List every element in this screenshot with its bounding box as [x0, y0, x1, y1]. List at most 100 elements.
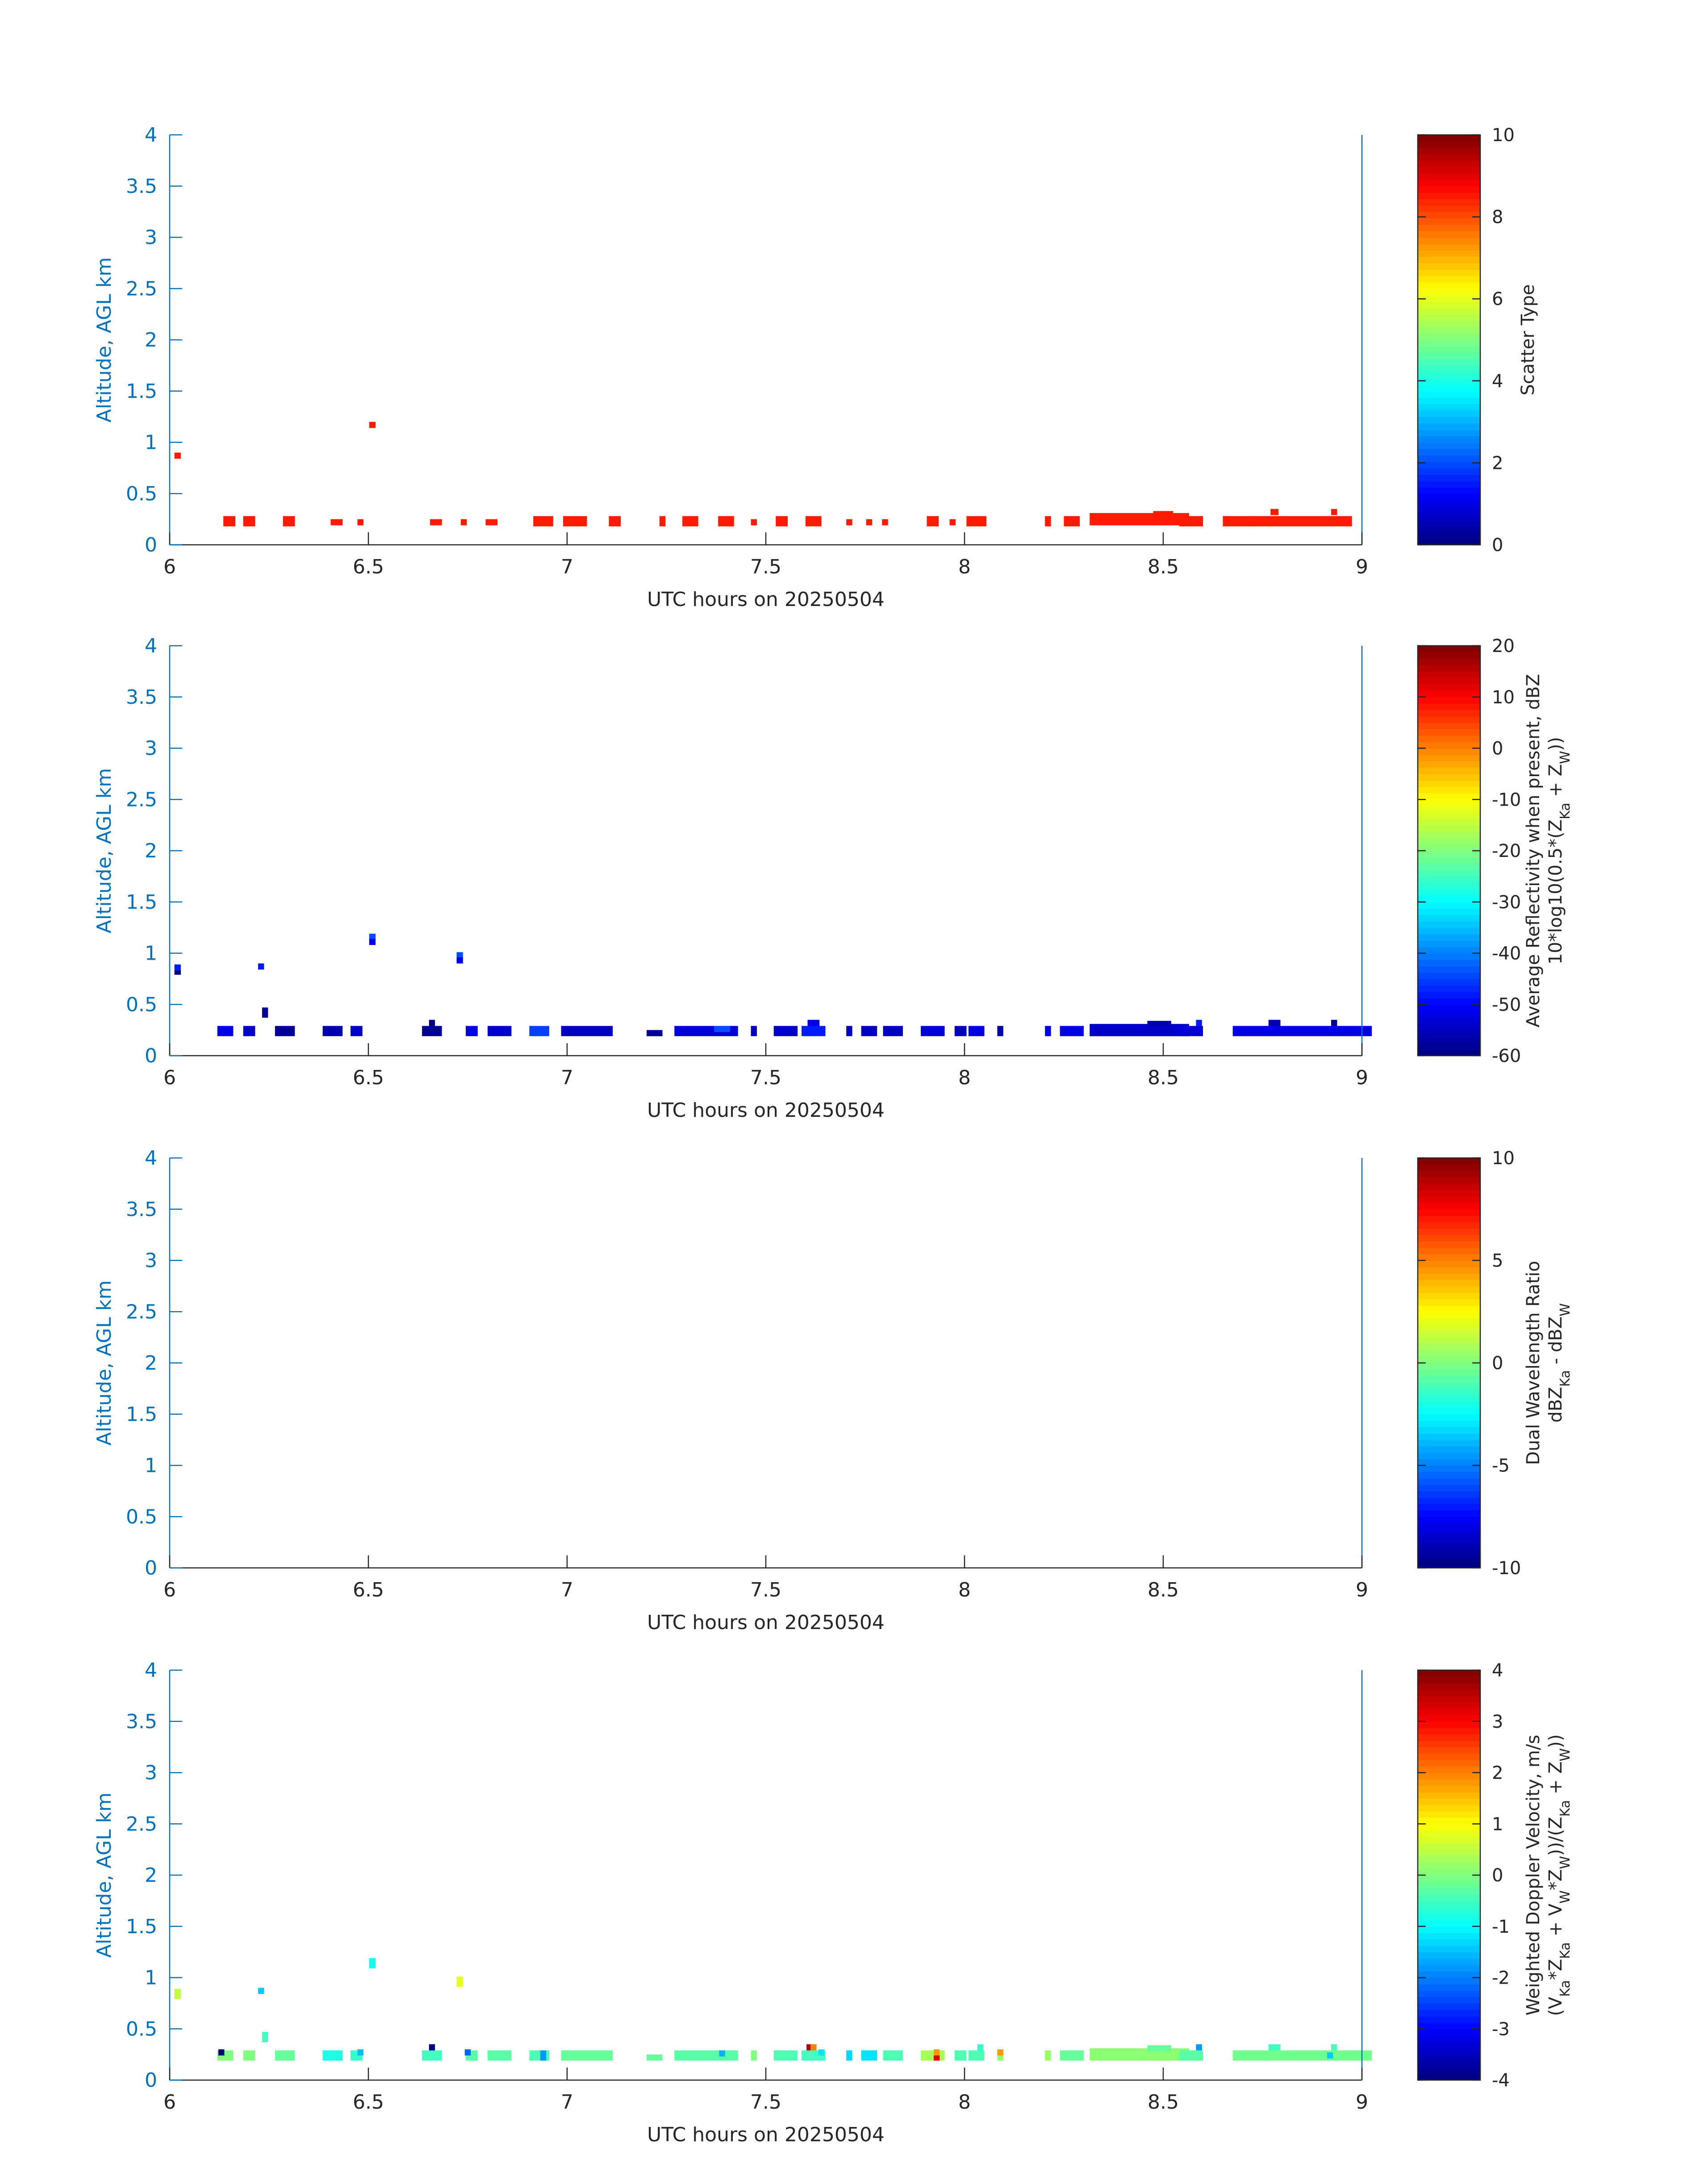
x-tick-label: 8.5	[1148, 1066, 1179, 1089]
x-tick-label: 6	[163, 556, 176, 578]
colorbar-swatch	[1418, 966, 1480, 973]
x-tick-label: 6	[163, 1579, 176, 1601]
y-tick-label: 3.5	[126, 175, 157, 198]
data-cells	[174, 933, 1372, 1036]
x-tick-label: 6.5	[353, 1579, 384, 1601]
colorbar-swatch	[1418, 1670, 1480, 1677]
colorbar-swatch	[1418, 212, 1480, 219]
data-cell	[1045, 1026, 1051, 1036]
colorbar-swatch	[1418, 1331, 1480, 1338]
data-cell	[776, 516, 788, 526]
colorbar-title: Weighted Doppler Velocity, m/s	[1523, 1735, 1544, 2016]
y-tick-label: 2	[145, 1864, 157, 1887]
colorbar-swatch	[1418, 1209, 1480, 1216]
colorbar-tick-label: -60	[1492, 1046, 1521, 1066]
data-cell	[218, 2049, 225, 2056]
colorbar-swatch	[1418, 838, 1480, 845]
colorbar-swatch	[1418, 1452, 1480, 1459]
y-tick-label: 2	[145, 1352, 157, 1375]
colorbar-swatch	[1418, 1702, 1480, 1709]
colorbar-swatch	[1418, 160, 1480, 167]
colorbar-swatch	[1418, 716, 1480, 723]
colorbar-swatch	[1418, 237, 1480, 244]
data-cell	[1147, 1021, 1171, 1027]
colorbar-swatch	[1418, 378, 1480, 385]
colorbar-swatch	[1418, 1260, 1480, 1267]
colorbar-swatch	[1418, 1792, 1480, 1799]
data-cell	[1327, 2052, 1333, 2059]
data-cell	[258, 1988, 264, 1994]
colorbar-swatch	[1418, 1318, 1480, 1325]
colorbar-swatch	[1418, 934, 1480, 941]
colorbar-swatch	[1418, 1247, 1480, 1254]
colorbar: 0 2 4 6 8 10 Scatter Type	[1417, 125, 1538, 556]
colorbar-swatch	[1418, 487, 1480, 494]
colorbar-title: Dual Wavelength Ratio	[1523, 1261, 1544, 1465]
colorbar-swatch	[1418, 224, 1480, 231]
colorbar-swatch	[1418, 658, 1480, 665]
data-cell	[243, 1026, 255, 1036]
data-cell	[949, 519, 956, 526]
colorbar-swatch	[1418, 327, 1480, 334]
colorbar-tick-label: 5	[1492, 1251, 1503, 1271]
colorbar-subtitle: (VKa*ZKa + VW*ZW))/(ZKa + ZW))	[1545, 1734, 1573, 2016]
colorbar-swatch	[1418, 1971, 1480, 1978]
colorbar-swatch	[1418, 1926, 1480, 1933]
colorbar-swatch	[1418, 199, 1480, 206]
colorbar-swatch	[1418, 2022, 1480, 2030]
data-cell	[997, 2049, 1003, 2056]
colorbar-tick-label: -50	[1492, 994, 1521, 1015]
colorbar-swatch	[1418, 748, 1480, 755]
data-cell	[977, 2044, 984, 2051]
colorbar-swatch	[1418, 921, 1480, 928]
colorbar-swatch	[1418, 417, 1480, 424]
colorbar-swatch	[1418, 1228, 1480, 1235]
data-cell	[1270, 509, 1279, 515]
colorbar-swatch	[1418, 423, 1480, 430]
colorbar-swatch	[1418, 773, 1480, 781]
data-cell	[223, 516, 235, 526]
colorbar-swatch	[1418, 1990, 1480, 1997]
colorbar-swatch	[1418, 723, 1480, 730]
colorbar-swatch	[1418, 1183, 1480, 1191]
colorbar-swatch	[1418, 1709, 1480, 1716]
panel-dual-wavelength-ratio: 6 6.5 7 7.5 8 8.5 9 0 0.5 1 1.5 2 2.5 3 3.5 4 UTC hours …	[93, 1147, 1573, 1634]
colorbar-swatch	[1418, 1721, 1480, 1728]
colorbar-swatch	[1418, 1875, 1480, 1882]
colorbar-swatch	[1418, 1241, 1480, 1248]
colorbar-swatch	[1418, 442, 1480, 449]
data-cell	[540, 2050, 547, 2061]
colorbar-swatch	[1418, 1759, 1480, 1767]
colorbar-swatch	[1418, 1382, 1480, 1389]
data-cell	[954, 2050, 967, 2061]
colorbar-swatch	[1418, 320, 1480, 328]
colorbar: -60 -50 -40 -30 -20 -10 0 10 20 Average Reflectiv…	[1417, 636, 1573, 1066]
y-tick-label: 1	[145, 942, 157, 965]
colorbar-swatch	[1418, 998, 1480, 1005]
colorbar-swatch	[1418, 1958, 1480, 1965]
colorbar-swatch	[1418, 671, 1480, 678]
data-cell	[1268, 2044, 1281, 2051]
colorbar-title: Average Reflectivity when present, dBZ	[1523, 674, 1544, 1027]
data-cell	[846, 1026, 852, 1036]
colorbar-swatch	[1418, 786, 1480, 794]
colorbar-swatch	[1418, 1676, 1480, 1684]
data-cell	[718, 516, 734, 526]
colorbar-tick-label: -3	[1492, 2019, 1510, 2039]
colorbar-swatch	[1418, 1343, 1480, 1351]
colorbar-swatch	[1418, 985, 1480, 992]
data-cell	[174, 970, 181, 975]
y-tick-label: 1	[145, 1967, 157, 1989]
colorbar-swatch	[1418, 276, 1480, 283]
data-cell	[659, 516, 666, 526]
colorbar-swatch	[1418, 1369, 1480, 1376]
colorbar-swatch	[1418, 991, 1480, 999]
colorbar-swatch	[1418, 652, 1480, 659]
colorbar-swatch	[1418, 1363, 1480, 1370]
colorbar-swatch	[1418, 359, 1480, 366]
colorbar-swatch	[1418, 410, 1480, 417]
data-cell	[810, 2044, 817, 2051]
colorbar-swatch	[1418, 1964, 1480, 1972]
y-tick-label: 4	[145, 1659, 157, 1682]
data-cell	[1090, 2048, 1189, 2061]
